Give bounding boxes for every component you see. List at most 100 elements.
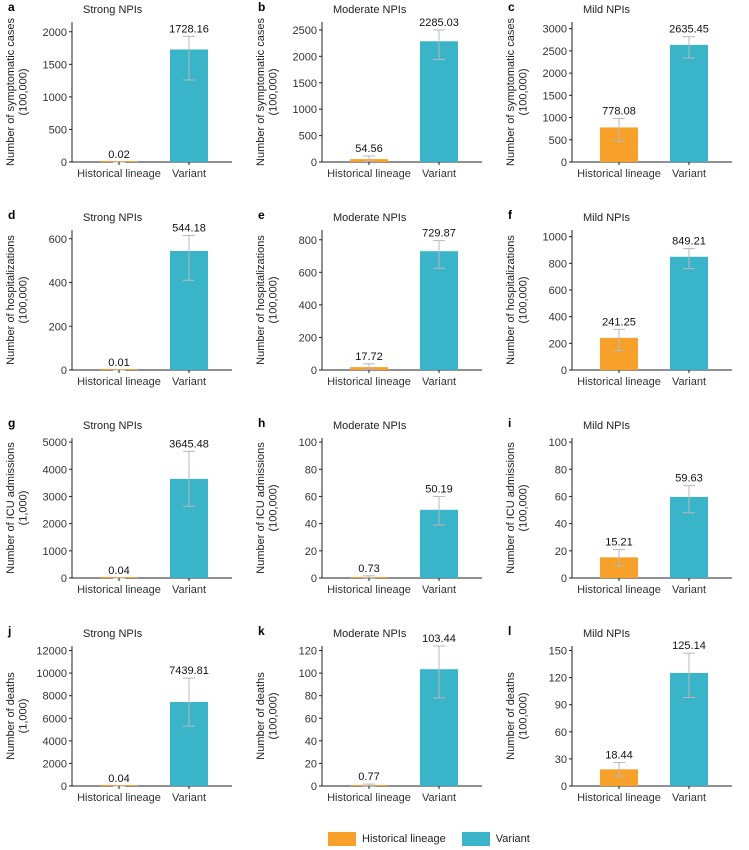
panel-letter: k	[258, 624, 265, 638]
bar-variant	[670, 44, 708, 162]
y-tick-label: 0	[561, 573, 567, 585]
y-tick-label: 500	[49, 124, 67, 136]
y-tick-label: 800	[299, 235, 317, 247]
panel-e: e Moderate NPIs Number of hospitalizations…	[255, 208, 482, 388]
y-tick-label: 20	[305, 546, 317, 558]
y-tick-label: 100	[549, 437, 567, 449]
data-label: 778.08	[602, 105, 636, 117]
panel-a: a Strong NPIs Number of symptomatic cases(…	[5, 0, 232, 180]
x-tick-label: Historical lineage	[577, 584, 661, 596]
y-tick-label: 0	[561, 781, 567, 793]
data-label: 103.44	[422, 633, 456, 645]
x-tick-label: Historical lineage	[327, 584, 411, 596]
data-label: 849.21	[672, 236, 706, 248]
y-tick-label: 40	[305, 736, 317, 748]
data-label: 15.21	[605, 536, 633, 548]
x-tick-label: Variant	[172, 584, 206, 596]
y-tick-label: 20	[305, 758, 317, 770]
y-axis-label: Number of ICU admissions(100,000)	[255, 442, 280, 574]
bar-variant	[420, 251, 458, 370]
bar-variant	[420, 41, 458, 162]
y-tick-label: 0	[61, 365, 67, 377]
y-axis-label: Number of hospitalizations(100,000)	[255, 235, 280, 365]
y-tick-label: 600	[49, 234, 67, 246]
panel-title: Moderate NPIs	[333, 628, 407, 640]
data-label: 3645.48	[169, 438, 209, 450]
data-label: 7439.81	[169, 665, 209, 677]
y-tick-label: 3000	[43, 491, 67, 503]
y-tick-label: 40	[555, 519, 567, 531]
x-tick-label: Historical lineage	[577, 792, 661, 804]
panel-title: Moderate NPIs	[333, 212, 407, 224]
panel-letter: i	[508, 416, 511, 430]
panel-letter: h	[258, 416, 265, 430]
x-tick-label: Historical lineage	[577, 376, 661, 388]
data-label: 125.14	[672, 640, 706, 652]
data-label: 0.73	[358, 563, 379, 575]
y-tick-label: 2500	[543, 46, 567, 58]
bar-historical	[600, 557, 638, 578]
panel-letter: e	[258, 208, 265, 222]
y-tick-label: 0	[61, 781, 67, 793]
panel-title: Strong NPIs	[83, 420, 143, 432]
y-tick-label: 2000	[43, 758, 67, 770]
y-axis-label: Number of deaths(100,000)	[505, 672, 530, 760]
x-tick-label: Variant	[422, 584, 456, 596]
y-tick-label: 90	[555, 700, 567, 712]
y-tick-label: 400	[299, 300, 317, 312]
legend: Historical lineage Variant	[328, 832, 546, 846]
data-label: 0.04	[108, 773, 129, 785]
y-tick-label: 60	[305, 713, 317, 725]
data-label: 0.04	[108, 565, 129, 577]
panel-g: g Strong NPIs Number of ICU admissions(1,0…	[5, 416, 232, 596]
x-tick-label: Variant	[422, 376, 456, 388]
panel-letter: l	[508, 624, 511, 638]
y-tick-label: 2000	[43, 519, 67, 531]
y-axis-label: Number of symptomatic cases(100,000)	[255, 18, 280, 166]
y-tick-label: 1500	[543, 90, 567, 102]
y-axis-label: Number of ICU admissions(1,000)	[5, 442, 30, 574]
y-tick-label: 400	[49, 278, 67, 290]
y-tick-label: 60	[555, 491, 567, 503]
y-tick-label: 6000	[43, 713, 67, 725]
bar-historical	[600, 769, 638, 786]
y-tick-label: 200	[299, 332, 317, 344]
panel-title: Mild NPIs	[583, 628, 631, 640]
y-tick-label: 0	[311, 365, 317, 377]
y-tick-label: 10000	[36, 668, 67, 680]
y-tick-label: 4000	[43, 464, 67, 476]
legend-label-historical: Historical lineage	[362, 833, 446, 845]
data-label: 17.72	[355, 351, 383, 363]
y-axis-label: Number of hospitalizations(100,000)	[5, 235, 30, 365]
x-tick-label: Variant	[172, 792, 206, 804]
x-tick-label: Variant	[172, 376, 206, 388]
panel-title: Strong NPIs	[83, 212, 143, 224]
panel-i: i Mild NPIs Number of ICU admissions(100,0…	[505, 416, 732, 596]
y-tick-label: 500	[549, 135, 567, 147]
y-tick-label: 0	[61, 573, 67, 585]
panel-title: Strong NPIs	[83, 628, 143, 640]
y-tick-label: 4000	[43, 736, 67, 748]
y-tick-label: 200	[49, 321, 67, 333]
legend-label-variant: Variant	[495, 833, 530, 845]
y-tick-label: 80	[305, 691, 317, 703]
y-tick-label: 100	[299, 437, 317, 449]
x-tick-label: Variant	[422, 792, 456, 804]
y-tick-label: 80	[555, 464, 567, 476]
panel-title: Mild NPIs	[583, 420, 631, 432]
y-tick-label: 1000	[43, 546, 67, 558]
panel-h: h Moderate NPIs Number of ICU admissions(1…	[255, 416, 482, 596]
panel-k: k Moderate NPIs Number of deaths(100,000) 0…	[255, 624, 482, 804]
x-tick-label: Variant	[672, 584, 706, 596]
y-axis-label: Number of deaths(100,000)	[255, 672, 280, 760]
y-tick-label: 1000	[543, 232, 567, 244]
x-tick-label: Variant	[422, 168, 456, 180]
y-tick-label: 800	[549, 258, 567, 270]
panel-f: f Mild NPIs Number of hospitalizations(100…	[505, 208, 732, 388]
y-axis-label: Number of symptomatic cases(100,000)	[5, 18, 30, 166]
data-label: 0.02	[108, 149, 129, 161]
y-axis-label: Number of symptomatic cases(100,000)	[505, 18, 530, 166]
x-tick-label: Variant	[672, 376, 706, 388]
panel-title: Mild NPIs	[583, 212, 631, 224]
